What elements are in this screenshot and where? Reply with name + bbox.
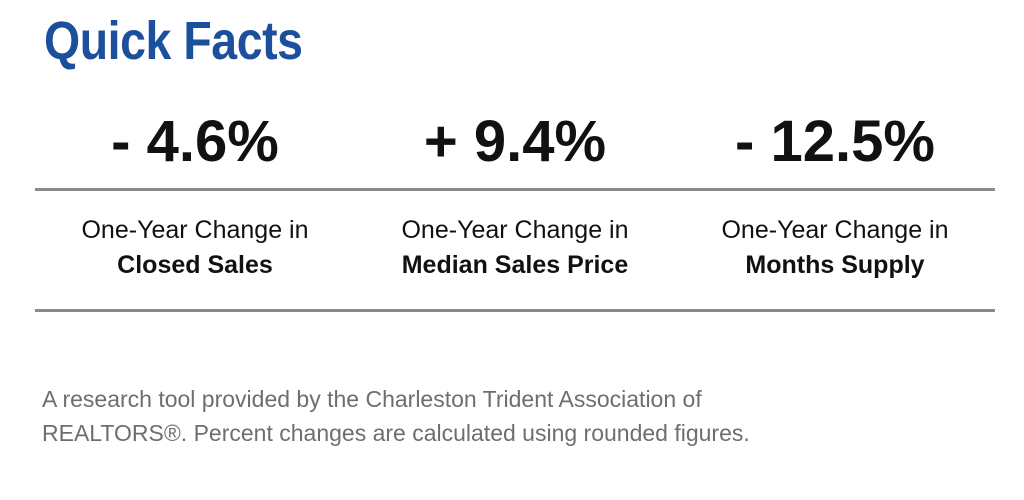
closed-sales-change-value: - 4.6% [111,109,279,174]
median-sales-price-label: One-Year Change in Median Sales Price [355,213,675,309]
median-sales-price-label-line2: Median Sales Price [401,251,629,279]
months-supply-label: One-Year Change in Months Supply [675,213,995,309]
labels-row: One-Year Change in Closed Sales One-Year… [35,191,995,309]
closed-sales-label: One-Year Change in Closed Sales [35,213,355,309]
page-title: Quick Facts [44,11,303,71]
closed-sales-label-line1: One-Year Change in [81,216,309,244]
footer-note-line2: REALTORS®. Percent changes are calculate… [42,420,750,446]
months-supply-label-line1: One-Year Change in [721,216,949,244]
top-divider [35,188,995,191]
months-supply-change-value: - 12.5% [735,109,935,174]
footer-note-line1: A research tool provided by the Charlest… [42,386,702,412]
footer-note: A research tool provided by the Charlest… [42,382,942,450]
median-sales-price-label-line1: One-Year Change in [401,216,629,244]
closed-sales-label-line2: Closed Sales [117,251,273,279]
quick-facts-panel: - 4.6% + 9.4% - 12.5% One-Year Change in… [35,96,995,312]
months-supply-label-line2: Months Supply [745,251,925,279]
median-sales-price-change-value: + 9.4% [423,109,607,174]
bottom-divider [35,309,995,312]
values-row: - 4.6% + 9.4% - 12.5% [35,96,995,188]
